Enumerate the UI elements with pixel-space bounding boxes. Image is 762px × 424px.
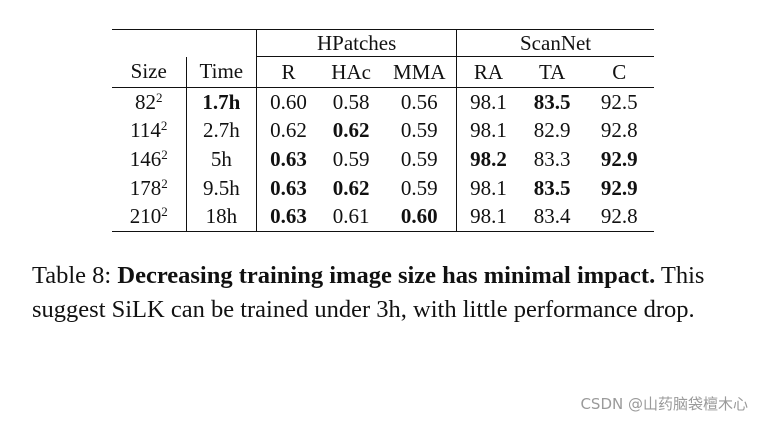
cell-mma: 0.60 bbox=[400, 204, 438, 229]
cell-size: 1142 bbox=[130, 118, 168, 143]
table-row: 822 1.7h 0.60 0.58 0.56 98.1 83.5 92.5 bbox=[112, 87, 654, 117]
cell-size: 1782 bbox=[129, 175, 168, 200]
cell-size: 822 bbox=[134, 89, 163, 114]
cell-c: 92.5 bbox=[600, 89, 638, 114]
group-header-scannet: ScanNet bbox=[456, 29, 654, 57]
caption-bold-text: Decreasing training image size has minim… bbox=[117, 262, 656, 289]
cell-hac: 0.61 bbox=[332, 204, 370, 229]
cell-hac: 0.59 bbox=[332, 146, 370, 171]
cell-ta: 83.3 bbox=[533, 146, 571, 171]
cell-size: 1462 bbox=[129, 146, 168, 171]
cell-time: 1.7h bbox=[185, 87, 257, 117]
table-row: 1142 2.7h 0.62 0.62 0.59 98.1 82.9 92.8 bbox=[112, 116, 654, 146]
cell-r: 0.63 bbox=[256, 173, 320, 203]
cell-ta: 83.5 bbox=[533, 175, 571, 200]
cell-ta: 82.9 bbox=[533, 118, 571, 143]
table-row: 1782 9.5h 0.63 0.62 0.59 98.1 83.5 92.9 bbox=[112, 173, 654, 203]
cell-mma: 0.59 bbox=[400, 118, 438, 143]
cell-c: 92.8 bbox=[600, 118, 638, 143]
column-header-ra: RA bbox=[456, 56, 520, 88]
cell-r: 0.63 bbox=[256, 145, 320, 174]
cell-time: 18h bbox=[185, 202, 257, 232]
cell-time: 5h bbox=[185, 145, 257, 174]
cell-c: 92.9 bbox=[600, 175, 638, 200]
cell-ra: 98.1 bbox=[456, 87, 520, 117]
cell-ra: 98.2 bbox=[456, 145, 520, 174]
column-header-r: R bbox=[256, 56, 320, 88]
column-header-hac: HAc bbox=[331, 59, 371, 84]
group-header-hpatches: HPatches bbox=[256, 29, 457, 57]
cell-ra: 98.1 bbox=[456, 116, 520, 146]
cell-c: 92.8 bbox=[600, 204, 638, 229]
cell-r: 0.63 bbox=[256, 202, 320, 232]
cell-time: 9.5h bbox=[185, 173, 257, 203]
cell-r: 0.62 bbox=[256, 116, 320, 146]
column-header-time: Time bbox=[185, 56, 257, 88]
cell-time: 2.7h bbox=[185, 116, 257, 146]
table-caption: Table 8: Decreasing training image size … bbox=[32, 259, 752, 327]
watermark: CSDN @山药脑袋檀木心 bbox=[580, 395, 748, 413]
cell-ta: 83.5 bbox=[533, 89, 571, 114]
column-header-mma: MMA bbox=[393, 59, 446, 84]
cell-ra: 98.1 bbox=[456, 202, 520, 232]
column-header-size: Size bbox=[130, 59, 167, 84]
cell-mma: 0.59 bbox=[400, 146, 438, 171]
cell-ta: 83.4 bbox=[533, 204, 571, 229]
results-table: HPatches ScanNet Size Time R HAc MMA RA … bbox=[112, 29, 654, 232]
cell-size: 2102 bbox=[129, 204, 168, 229]
caption-body-text: This suggest SiLK can be trained under 3… bbox=[32, 262, 705, 323]
caption-label: Table 8: bbox=[32, 262, 112, 289]
column-header-c: C bbox=[612, 59, 627, 84]
cell-mma: 0.56 bbox=[400, 89, 438, 114]
cell-mma: 0.59 bbox=[400, 175, 438, 200]
cell-ra: 98.1 bbox=[456, 173, 520, 203]
column-header-ta: TA bbox=[538, 59, 566, 84]
cell-c: 92.9 bbox=[600, 146, 638, 171]
cell-hac: 0.62 bbox=[332, 175, 370, 200]
cell-r: 0.60 bbox=[256, 87, 320, 117]
cell-hac: 0.58 bbox=[332, 89, 370, 114]
table-row: 1462 5h 0.63 0.59 0.59 98.2 83.3 92.9 bbox=[112, 145, 654, 174]
table-row: 2102 18h 0.63 0.61 0.60 98.1 83.4 92.8 bbox=[112, 202, 654, 232]
cell-hac: 0.62 bbox=[332, 118, 370, 143]
